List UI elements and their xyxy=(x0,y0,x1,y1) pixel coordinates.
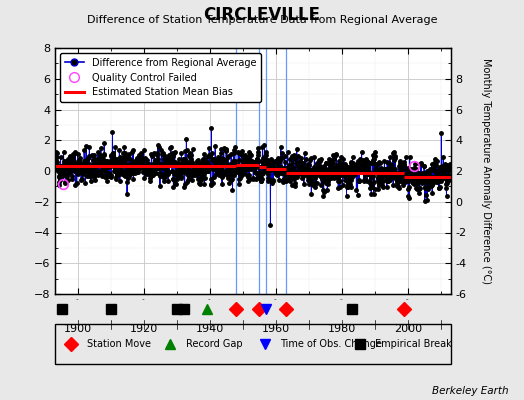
Text: Station Move: Station Move xyxy=(86,339,151,349)
Text: 1940: 1940 xyxy=(196,324,224,334)
Text: 1980: 1980 xyxy=(328,324,356,334)
Text: Record Gap: Record Gap xyxy=(185,339,242,349)
Text: Empirical Break: Empirical Break xyxy=(376,339,452,349)
Text: 1900: 1900 xyxy=(64,324,92,334)
Text: CIRCLEVILLE: CIRCLEVILLE xyxy=(203,6,321,24)
Text: Difference of Station Temperature Data from Regional Average: Difference of Station Temperature Data f… xyxy=(87,15,437,25)
Text: 2000: 2000 xyxy=(394,324,422,334)
Y-axis label: Monthly Temperature Anomaly Difference (°C): Monthly Temperature Anomaly Difference (… xyxy=(481,58,490,284)
Text: Berkeley Earth: Berkeley Earth xyxy=(432,386,508,396)
Text: Time of Obs. Change: Time of Obs. Change xyxy=(280,339,383,349)
Text: 1960: 1960 xyxy=(262,324,290,334)
Text: 1920: 1920 xyxy=(130,324,158,334)
Legend: Difference from Regional Average, Quality Control Failed, Estimated Station Mean: Difference from Regional Average, Qualit… xyxy=(60,53,261,102)
